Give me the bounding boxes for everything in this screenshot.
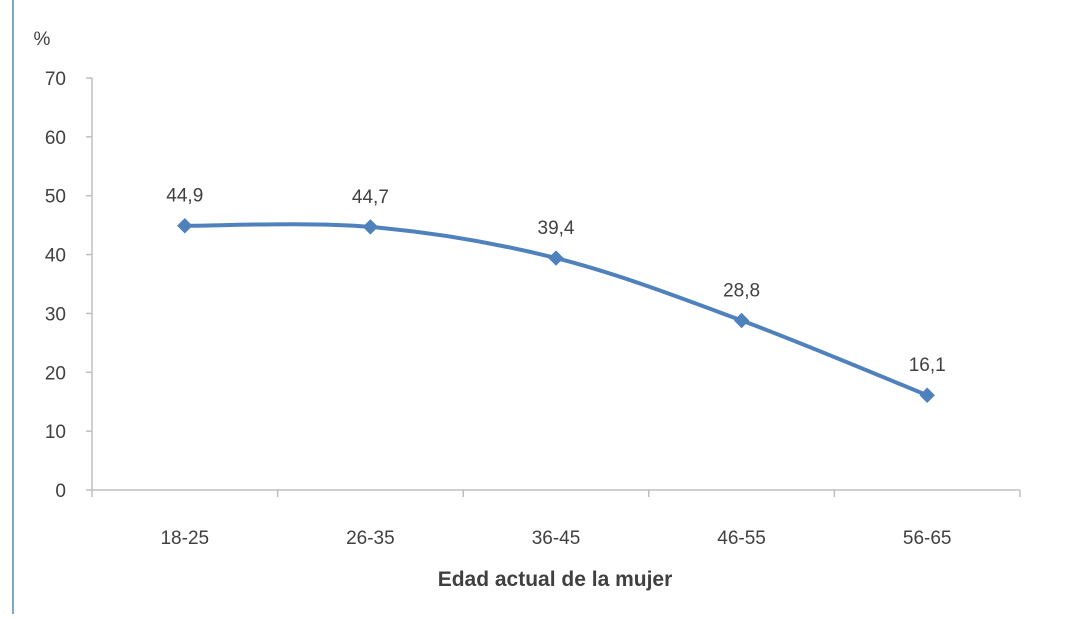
data-point-marker	[548, 250, 564, 266]
data-label: 44,9	[166, 186, 203, 207]
series-layer	[177, 218, 935, 403]
x-tick-label: 18-25	[160, 528, 209, 549]
y-tick-label: 10	[45, 422, 66, 443]
data-point-marker	[177, 218, 193, 234]
series-line	[182, 222, 930, 398]
data-label: 44,7	[352, 187, 389, 208]
y-tick-label: 70	[45, 69, 66, 90]
data-label: 16,1	[909, 355, 946, 376]
data-label: 28,8	[723, 280, 760, 301]
axes-layer: 0 10 20 30 40 50 60 70 18-25 26-35 36-45 46-55 56-65	[45, 69, 1021, 549]
y-tick-label: 60	[45, 128, 66, 149]
left-border-line	[12, 0, 14, 614]
data-label: 39,4	[538, 218, 575, 239]
x-tick-label: 46-55	[717, 528, 766, 549]
y-tick-label: 0	[55, 481, 66, 502]
data-point-marker	[362, 219, 379, 235]
data-point-marker	[733, 312, 750, 329]
labels-layer: 44,9 44,7 39,4 28,8 16,1	[166, 186, 945, 377]
y-axis-title: %	[34, 29, 51, 50]
y-tick-label: 50	[45, 187, 66, 208]
x-tick-label: 36-45	[532, 528, 581, 549]
x-tick-label: 56-65	[903, 528, 952, 549]
y-tick-label: 20	[45, 363, 66, 384]
x-tick-label: 26-35	[346, 528, 395, 549]
x-axis-title: Edad actual de la mujer	[438, 568, 673, 591]
data-point-marker	[919, 387, 935, 403]
y-tick-label: 30	[45, 304, 66, 325]
y-tick-label: 40	[45, 246, 66, 267]
